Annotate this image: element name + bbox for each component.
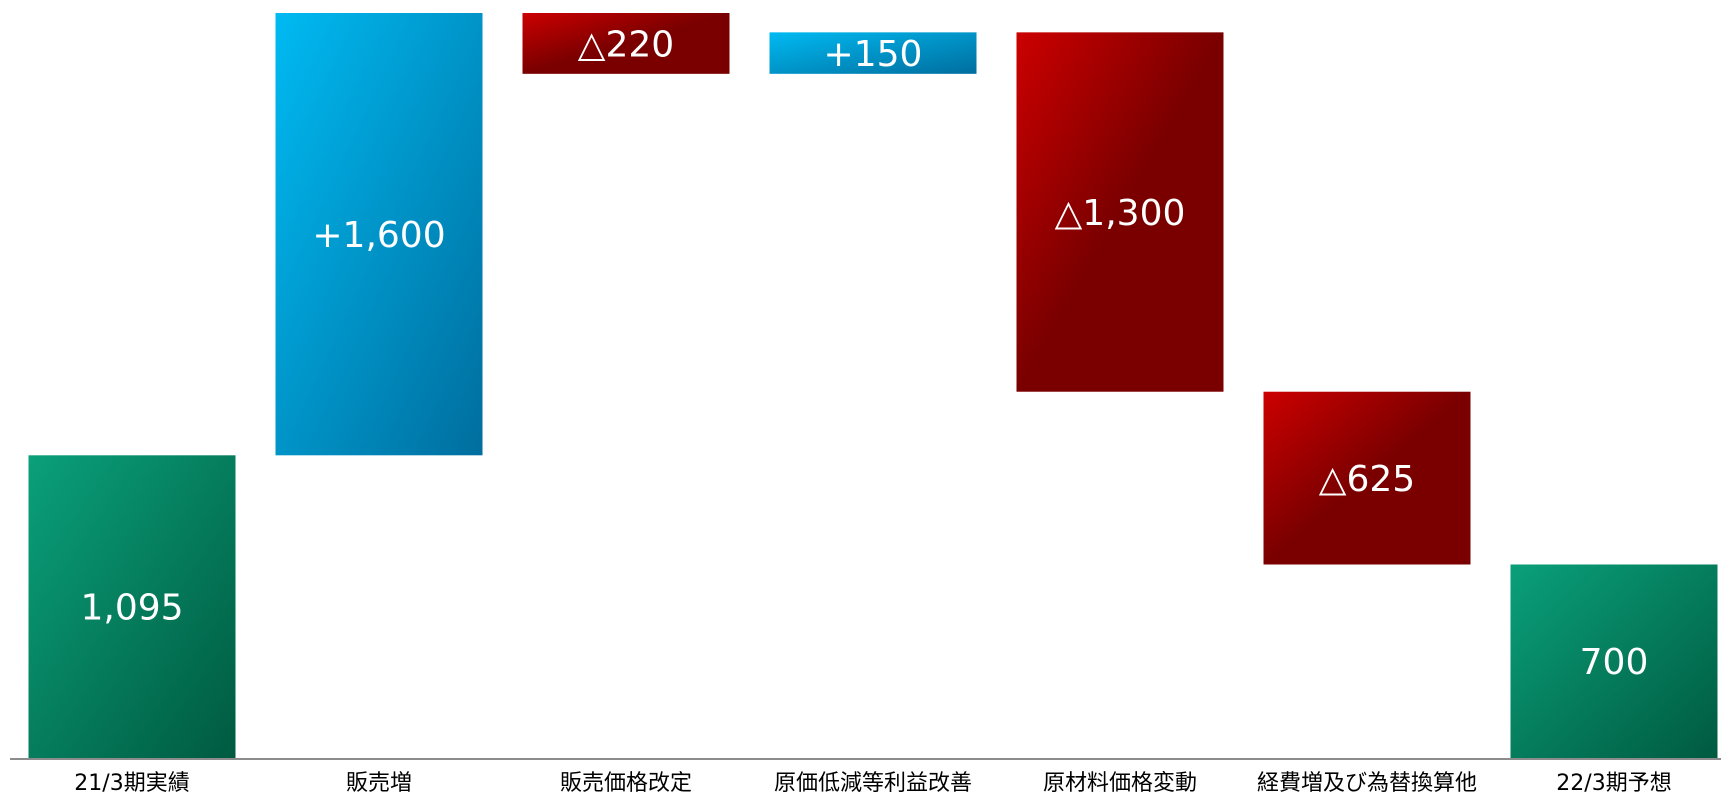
- bar-value-label: 1,095: [80, 588, 183, 629]
- bar-value-label: +1,600: [312, 215, 445, 256]
- bar-decrease: [522, 13, 730, 74]
- bar-value-label: △1,300: [1055, 193, 1186, 234]
- bar-value-label: △625: [1319, 459, 1415, 500]
- x-tick-label: 22/3期予想: [1556, 771, 1671, 796]
- bar-increase: [769, 32, 977, 74]
- bar-decrease: [1016, 32, 1224, 392]
- bar-decrease: [1263, 391, 1471, 565]
- bar-value-label: +150: [824, 34, 923, 75]
- bar-group: 1,095 +1,600 △220 +150 △1,300 △625 700: [28, 13, 1718, 758]
- x-tick-label: 販売価格改定: [560, 771, 692, 796]
- x-tick-label: 原材料価格変動: [1043, 771, 1197, 796]
- x-tick-label: 経費増及び為替換算他: [1257, 771, 1477, 796]
- bar-increase: [275, 13, 483, 456]
- x-tick-label: 販売増: [346, 771, 412, 796]
- bar-value-label: △220: [578, 24, 674, 65]
- bar-value-label: 700: [1580, 642, 1649, 683]
- x-tick-label: 21/3期実績: [74, 771, 189, 796]
- x-tick-label: 原価低減等利益改善: [774, 771, 972, 796]
- x-tick-labels: 21/3期実績 販売増 販売価格改定 原価低減等利益改善 原材料価格変動 経費増及び為替換…: [74, 771, 1671, 796]
- bar-total: [28, 455, 236, 758]
- bar-total: [1510, 564, 1718, 758]
